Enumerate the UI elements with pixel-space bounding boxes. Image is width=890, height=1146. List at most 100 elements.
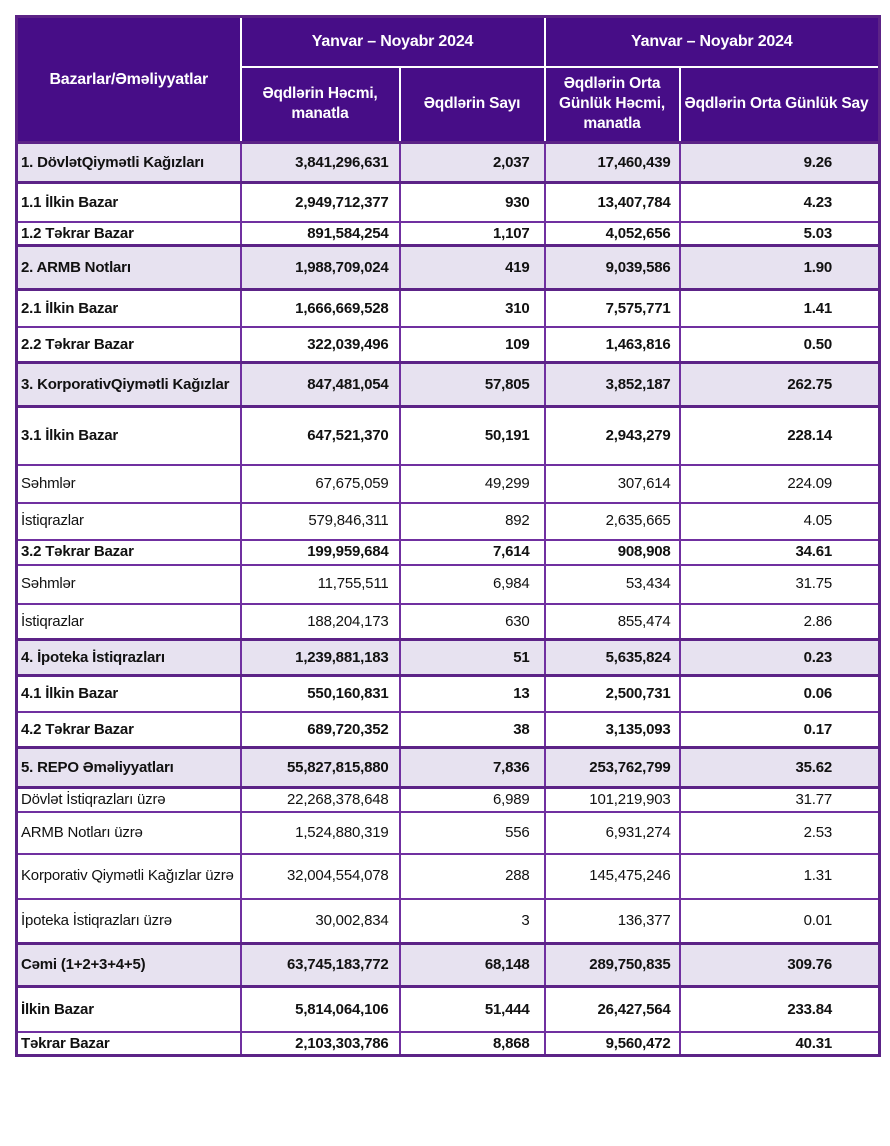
cell-value: 51,444 [398, 985, 546, 1033]
cell-value: 579,846,311 [239, 501, 401, 541]
cell-value: 26,427,564 [543, 985, 681, 1033]
table-row: ARMB Notları üzrə 1,524,880,319 556 6,931,2… [15, 810, 881, 855]
cell-value: 1,463,816 [543, 325, 681, 364]
cell-value: 53,434 [543, 563, 681, 605]
cell-value: 188,204,173 [239, 602, 401, 641]
cell-value: 1.31 [678, 852, 881, 900]
securities-market-table: Bazarlar/Əməliyyatlar Yanvar – Noyabr 20… [15, 15, 882, 1057]
group-header-period-2: Yanvar – Noyabr 2024 [543, 15, 881, 68]
row-label: 2.2 Təkrar Bazar [15, 325, 242, 364]
cell-value: 9,560,472 [543, 1030, 681, 1057]
cell-value: 2,103,303,786 [239, 1030, 401, 1057]
cell-value: 136,377 [543, 897, 681, 945]
cell-value: 309.76 [678, 942, 881, 988]
cell-value: 908,908 [543, 538, 681, 566]
row-label: 2.1 İlkin Bazar [15, 288, 242, 328]
table-row: Korporativ Qiymətli Kağızlar üzrə 32,004,… [15, 852, 881, 900]
row-label: Səhmlər [15, 563, 242, 605]
table-row: 2.1 İlkin Bazar 1,666,669,528 310 7,575,771… [15, 288, 881, 328]
row-label: ARMB Notları üzrə [15, 810, 242, 855]
cell-value: 1,107 [398, 220, 546, 247]
cell-value: 11,755,511 [239, 563, 401, 605]
table-row: 3.1 İlkin Bazar 647,521,370 50,191 2,943,27… [15, 405, 881, 466]
cell-value: 35.62 [678, 746, 881, 789]
cell-value: 9,039,586 [543, 244, 681, 291]
cell-value: 2,500,731 [543, 674, 681, 713]
table-row: Səhmlər 11,755,511 6,984 53,434 31.75 [15, 563, 881, 605]
cell-value: 8,868 [398, 1030, 546, 1057]
table-row: İlkin Bazar 5,814,064,106 51,444 26,427,564… [15, 985, 881, 1033]
row-label: 1.2 Təkrar Bazar [15, 220, 242, 247]
cell-value: 17,460,439 [543, 141, 681, 184]
cell-value: 855,474 [543, 602, 681, 641]
cell-value: 630 [398, 602, 546, 641]
cell-value: 2.86 [678, 602, 881, 641]
cell-value: 101,219,903 [543, 786, 681, 813]
table-row: Təkrar Bazar 2,103,303,786 8,868 9,560,472 4… [15, 1030, 881, 1057]
cell-value: 322,039,496 [239, 325, 401, 364]
cell-value: 310 [398, 288, 546, 328]
cell-value: 63,745,183,772 [239, 942, 401, 988]
table-row: 4.2 Təkrar Bazar 689,720,352 38 3,135,093 0.… [15, 710, 881, 749]
cell-value: 3 [398, 897, 546, 945]
table-row: 1.2 Təkrar Bazar 891,584,254 1,107 4,052,65… [15, 220, 881, 247]
cell-value: 50,191 [398, 405, 546, 466]
table-row: 1.1 İlkin Bazar 2,949,712,377 930 13,407,78… [15, 181, 881, 223]
cell-value: 40.31 [678, 1030, 881, 1057]
table-row: İstiqrazlar 188,204,173 630 855,474 2.86 [15, 602, 881, 641]
cell-value: 891,584,254 [239, 220, 401, 247]
cell-value: 419 [398, 244, 546, 291]
cell-value: 2,037 [398, 141, 546, 184]
cell-value: 51 [398, 638, 546, 677]
table-body: 1. DövlətQiymətli Kağızları 3,841,296,631… [15, 141, 881, 1057]
cell-value: 6,931,274 [543, 810, 681, 855]
cell-value: 3,841,296,631 [239, 141, 401, 184]
cell-value: 31.77 [678, 786, 881, 813]
table-row: 3. KorporativQiymətli Kağızlar 847,481,05… [15, 361, 881, 408]
cell-value: 6,984 [398, 563, 546, 605]
table-row: İstiqrazlar 579,846,311 892 2,635,665 4.05 [15, 501, 881, 541]
table-row: 5. REPO Əməliyyatları 55,827,815,880 7,836… [15, 746, 881, 789]
cell-value: 5.03 [678, 220, 881, 247]
cell-value: 930 [398, 181, 546, 223]
cell-value: 1,988,709,024 [239, 244, 401, 291]
group-header-period-1: Yanvar – Noyabr 2024 [239, 15, 546, 68]
cell-value: 4.05 [678, 501, 881, 541]
table-row: 2.2 Təkrar Bazar 322,039,496 109 1,463,816 0… [15, 325, 881, 364]
cell-value: 647,521,370 [239, 405, 401, 466]
cell-value: 224.09 [678, 463, 881, 504]
cell-value: 34.61 [678, 538, 881, 566]
cell-value: 5,635,824 [543, 638, 681, 677]
row-label: 4.2 Təkrar Bazar [15, 710, 242, 749]
cell-value: 0.23 [678, 638, 881, 677]
cell-value: 1,524,880,319 [239, 810, 401, 855]
cell-value: 49,299 [398, 463, 546, 504]
cell-value: 7,614 [398, 538, 546, 566]
row-label: 1. DövlətQiymətli Kağızları [15, 141, 242, 184]
row-label: 4.1 İlkin Bazar [15, 674, 242, 713]
cell-value: 9.26 [678, 141, 881, 184]
cell-value: 2,949,712,377 [239, 181, 401, 223]
table-row: Dövlət İstiqrazları üzrə 22,268,378,648 6,… [15, 786, 881, 813]
cell-value: 2,943,279 [543, 405, 681, 466]
cell-value: 57,805 [398, 361, 546, 408]
cell-value: 30,002,834 [239, 897, 401, 945]
cell-value: 67,675,059 [239, 463, 401, 504]
row-label: Cəmi (1+2+3+4+5) [15, 942, 242, 988]
cell-value: 253,762,799 [543, 746, 681, 789]
row-label: İstiqrazlar [15, 602, 242, 641]
cell-value: 5,814,064,106 [239, 985, 401, 1033]
cell-value: 0.50 [678, 325, 881, 364]
cell-value: 3,852,187 [543, 361, 681, 408]
table-row: 2. ARMB Notları 1,988,709,024 419 9,039,586… [15, 244, 881, 291]
row-label: Korporativ Qiymətli Kağızlar üzrə [15, 852, 242, 900]
cell-value: 3,135,093 [543, 710, 681, 749]
row-label: 1.1 İlkin Bazar [15, 181, 242, 223]
row-label: İstiqrazlar [15, 501, 242, 541]
table-row: 4. İpoteka İstiqrazları 1,239,881,183 51 5,… [15, 638, 881, 677]
cell-value: 145,475,246 [543, 852, 681, 900]
row-label: Təkrar Bazar [15, 1030, 242, 1057]
table-row: İpoteka İstiqrazları üzrə 30,002,834 3 136,… [15, 897, 881, 945]
cell-value: 32,004,554,078 [239, 852, 401, 900]
cell-value: 0.01 [678, 897, 881, 945]
